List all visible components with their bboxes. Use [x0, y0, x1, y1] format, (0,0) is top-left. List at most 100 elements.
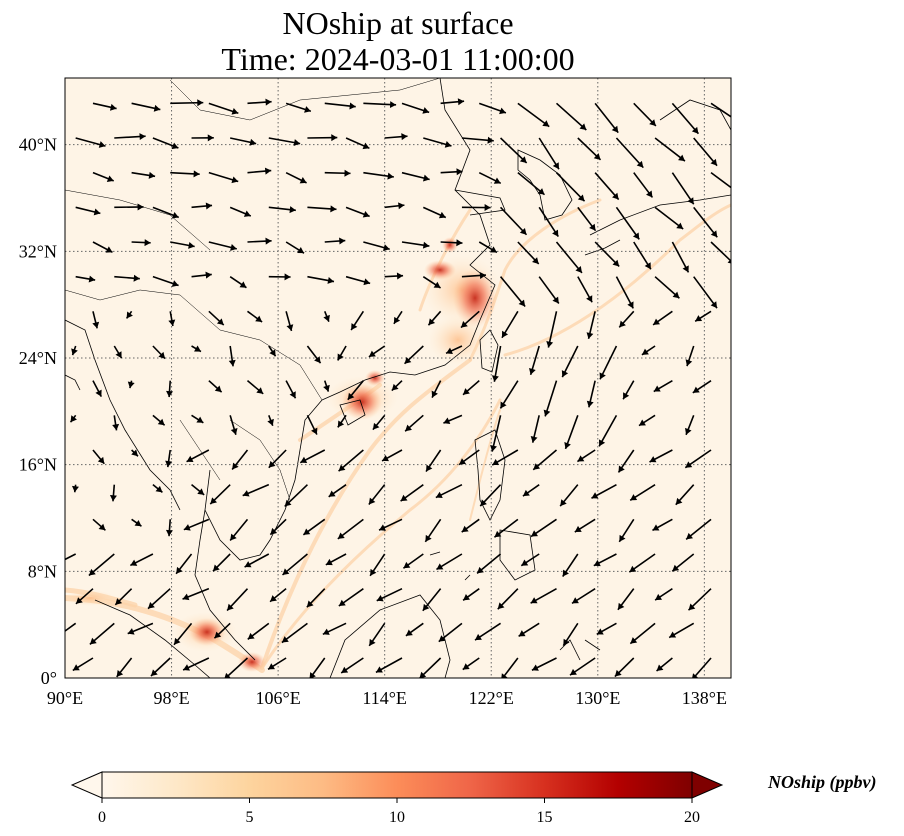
wind-arrow	[401, 171, 430, 182]
wind-arrow	[324, 169, 351, 177]
wind-arrow	[71, 484, 79, 493]
coastlines	[65, 78, 731, 678]
wind-arrow	[285, 311, 294, 332]
wind-arrow	[247, 237, 272, 245]
wind-arrow	[614, 657, 635, 678]
wind-arrow	[92, 518, 106, 531]
lat-tick-label: 24°N	[19, 348, 57, 368]
colorbar: 0 5 10 15 20	[70, 771, 724, 826]
wind-arrow	[710, 102, 731, 118]
wind-arrow	[569, 657, 596, 676]
wind-arrow	[594, 102, 619, 134]
wind-arrow	[438, 622, 463, 643]
wind-arrow	[281, 553, 308, 576]
lat-tick-label: 0°	[41, 668, 57, 688]
wind-vectors	[65, 98, 731, 678]
wind-arrow	[168, 311, 176, 327]
wind-arrow	[165, 449, 173, 468]
wind-arrow	[224, 657, 249, 678]
wind-arrow	[191, 414, 204, 424]
wind-arrow	[375, 657, 403, 674]
wind-arrow	[710, 172, 731, 189]
wind-arrow	[654, 276, 680, 299]
wind-arrow	[400, 484, 424, 502]
wind-arrow	[228, 345, 236, 367]
wind-arrow	[71, 345, 78, 356]
wind-arrow	[323, 311, 330, 323]
colorbar-gradient	[101, 771, 693, 799]
wind-arrow	[244, 553, 270, 568]
wind-arrow	[173, 622, 193, 646]
wind-arrow	[170, 99, 204, 107]
wind-arrow	[518, 622, 540, 638]
colorbar-tick-label: 5	[246, 809, 254, 826]
wind-arrow	[92, 311, 100, 329]
wind-arrow	[363, 171, 394, 180]
wind-arrow	[186, 449, 210, 463]
wind-arrow	[618, 518, 635, 543]
wind-arrow	[191, 345, 202, 353]
lon-tick-label: 138°E	[682, 688, 727, 708]
wind-arrow	[208, 102, 239, 115]
wind-arrow	[693, 206, 718, 238]
wind-arrow	[462, 588, 480, 601]
colorbar-tick-label: 20	[684, 809, 700, 826]
lat-tick-label: 16°N	[19, 455, 57, 475]
wind-arrow	[183, 518, 210, 531]
wind-arrow	[653, 379, 673, 393]
wind-arrow	[384, 133, 408, 141]
wind-arrow	[229, 137, 257, 146]
wind-arrow	[615, 137, 644, 169]
wind-arrow	[615, 276, 634, 309]
wind-arrow	[629, 622, 656, 645]
wind-arrow	[564, 415, 579, 450]
wind-arrow	[500, 137, 528, 164]
wind-arrow	[114, 588, 133, 606]
wind-arrow	[88, 553, 115, 577]
wind-arrow	[170, 170, 200, 178]
wind-arrow	[170, 241, 195, 249]
wind-arrow	[402, 553, 424, 569]
wind-arrow	[131, 449, 139, 457]
wind-arrow	[422, 588, 442, 612]
wind-arrow	[497, 588, 519, 610]
wind-arrow	[285, 171, 307, 184]
wind-arrow	[418, 657, 442, 678]
wind-arrow	[131, 102, 161, 112]
wind-arrow	[368, 345, 386, 358]
wind-arrow	[499, 380, 519, 409]
wind-arrow	[384, 202, 405, 210]
wind-arrow	[338, 449, 364, 472]
wind-arrow	[247, 310, 263, 323]
wind-arrow	[208, 171, 239, 184]
wind-arrow	[684, 449, 712, 469]
wind-arrow	[555, 102, 587, 131]
wind-arrow	[191, 134, 214, 142]
wind-arrow	[561, 345, 579, 378]
wind-arrow	[461, 204, 491, 212]
wind-arrow	[363, 101, 397, 109]
wind-arrow	[345, 137, 370, 150]
wind-arrow	[393, 310, 403, 325]
wind-arrow	[577, 137, 602, 161]
wind-arrow	[577, 206, 597, 232]
wind-arrow	[92, 171, 115, 182]
wind-arrow	[182, 657, 210, 671]
map-background	[65, 78, 731, 678]
wind-arrow	[268, 206, 296, 214]
wind-arrow	[599, 345, 618, 380]
wind-arrow	[268, 345, 277, 357]
colorbar-extend-low	[70, 771, 103, 799]
wind-arrow	[72, 657, 94, 672]
lon-tick-label: 90°E	[47, 688, 83, 708]
wind-arrow	[685, 518, 712, 540]
wind-arrow	[127, 622, 154, 635]
wind-arrow	[191, 271, 212, 279]
wind-arrow	[114, 274, 140, 282]
wind-arrow	[671, 172, 695, 205]
wind-arrow	[431, 380, 442, 398]
wind-arrow	[125, 310, 133, 319]
wind-arrow	[384, 272, 404, 280]
wind-arrow	[671, 553, 695, 572]
wind-arrow	[324, 237, 346, 245]
